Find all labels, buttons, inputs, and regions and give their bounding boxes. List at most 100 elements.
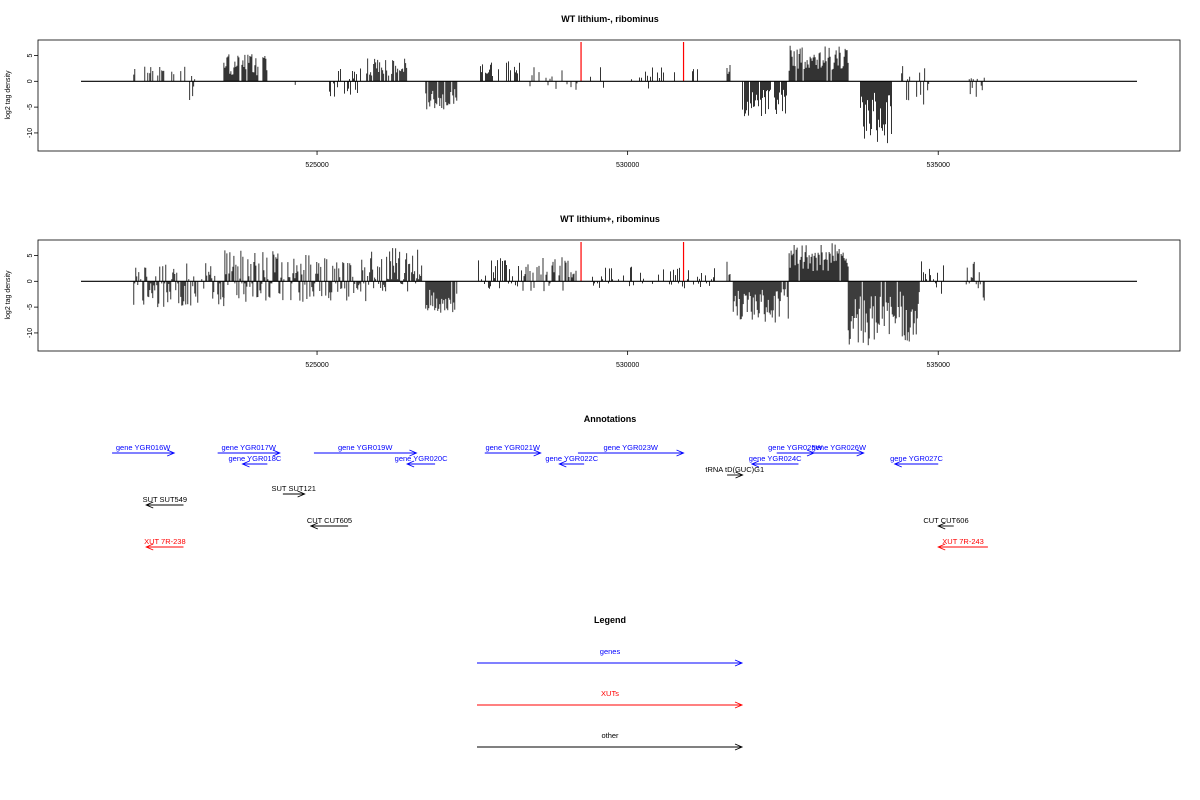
feature-arrow-head [309,522,319,530]
feature-arrow-head [676,449,685,457]
y-axis-label: log2 tag density [5,70,12,120]
annotation-feature: gene YGR023W [577,443,685,457]
legend-item: genes [477,647,744,667]
annotation-feature: XUT 7R-243 [937,537,988,551]
panel-title: WT lithium-, ribominus [561,14,659,24]
annotation-feature: tRNA tD(GUC)G1 [705,465,764,479]
feature-label: XUT 7R-243 [942,537,984,546]
feature-label: gene YGR017W [221,443,276,452]
legend-item: XUTs [477,689,744,709]
y-tick-label: -10 [27,128,34,138]
annotations-title: Annotations [584,414,637,424]
x-tick-label: 525000 [305,362,328,369]
feature-arrow-head [405,460,415,468]
x-tick-label: 535000 [927,362,950,369]
legend-label: genes [600,647,621,656]
density-bars [133,45,985,144]
x-axis: 525000 530000 535000 [305,151,950,169]
annotation-feature: gene YGR022C [545,454,599,468]
feature-arrow-head [893,460,902,468]
legend-arrow-head [734,701,744,709]
annotation-feature: gene YGR018C [229,454,282,468]
annotation-feature: XUT 7R-238 [144,537,186,551]
feature-label: gene YGR026W [812,443,867,452]
y-axis: 5 0 -5 -10 [27,253,38,338]
legend-item: other [477,731,744,751]
red-markers [580,42,685,82]
feature-label: SUT SUT121 [272,484,316,493]
feature-arrow-head [145,543,154,551]
red-markers [580,242,685,282]
annotations-panel: Annotations gene YGR016W gene YGR017Wgene… [112,414,988,551]
feature-label: gene YGR027C [890,454,943,463]
x-axis: 525000 530000 535000 [305,351,950,369]
y-tick-label: 0 [27,79,34,83]
feature-arrow-head [145,501,154,509]
feature-arrow-head [750,460,760,468]
legend-arrow-head [734,743,744,751]
legend-arrow-head [734,659,744,667]
annotation-feature: gene YGR017W [217,443,281,457]
track-panel-lithium-minus: WT lithium-, ribominus log2 tag density … [5,14,1181,169]
feature-arrow-head [166,449,176,457]
feature-label: gene YGR016W [116,443,171,452]
feature-label: gene YGR022C [545,454,598,463]
annotation-feature: gene YGR021W [484,443,542,457]
feature-arrow-head [735,471,744,479]
y-tick-label: -5 [27,304,34,310]
annotation-feature: CUT CUT605 [307,516,352,530]
x-tick-label: 535000 [927,162,950,169]
plot-frame [37,239,1181,352]
annotation-feature: gene YGR027C [890,454,943,468]
annotation-feature: SUT SUT549 [143,495,187,509]
x-tick-label: 525000 [305,162,328,169]
feature-arrow-head [856,449,865,457]
feature-arrow-head [533,449,542,457]
feature-label: gene YGR019W [338,443,393,452]
feature-label: gene YGR021W [485,443,540,452]
y-axis-label: log2 tag density [5,270,12,320]
feature-label: gene YGR020C [395,454,448,463]
feature-label: tRNA tD(GUC)G1 [705,465,764,474]
y-tick-label: -10 [27,328,34,338]
feature-label: gene YGR023W [603,443,658,452]
panel-title: WT lithium+, ribominus [560,214,660,224]
feature-arrow-head [558,460,567,468]
annotation-feature: gene YGR016W [112,443,176,457]
annotation-feature: gene YGR026W [812,443,867,457]
feature-label: CUT CUT605 [307,516,352,525]
density-bars [133,243,985,346]
feature-arrow-head [241,460,250,468]
legend-items: genes XUTs other [477,647,744,751]
y-tick-label: 5 [27,253,34,257]
feature-arrow-head [937,543,946,551]
legend-label: other [601,731,619,740]
legend: Legend genes XUTs other [477,615,744,751]
x-tick-label: 530000 [616,362,639,369]
feature-label: XUT 7R-238 [144,537,186,546]
feature-arrow-head [272,449,281,457]
legend-title: Legend [594,615,626,625]
annotation-feature: CUT CUT606 [923,516,969,530]
y-tick-label: -5 [27,104,34,110]
annotation-features: gene YGR016W gene YGR017W gene YGR018C gene… [112,443,988,551]
annotation-feature: gene YGR024C [749,454,802,468]
feature-label: gene YGR024C [749,454,802,463]
feature-label: CUT CUT606 [923,516,968,525]
annotation-feature: SUT SUT121 [272,484,316,498]
feature-label: SUT SUT549 [143,495,187,504]
annotation-feature: gene YGR020C [395,454,448,468]
feature-arrow-head [409,449,418,457]
annotation-feature: gene YGR019W [313,443,418,457]
y-axis: 5 0 -5 -10 [27,53,38,138]
plot-frame [37,39,1181,152]
feature-label: gene YGR025W [768,443,823,452]
feature-arrow-head [937,522,946,530]
feature-label: gene YGR018C [229,454,282,463]
track-panel-lithium-plus: WT lithium+, ribominus log2 tag density … [5,214,1181,369]
feature-arrow-head [297,490,306,498]
y-tick-label: 5 [27,53,34,57]
x-tick-label: 530000 [616,162,639,169]
legend-label: XUTs [601,689,619,698]
